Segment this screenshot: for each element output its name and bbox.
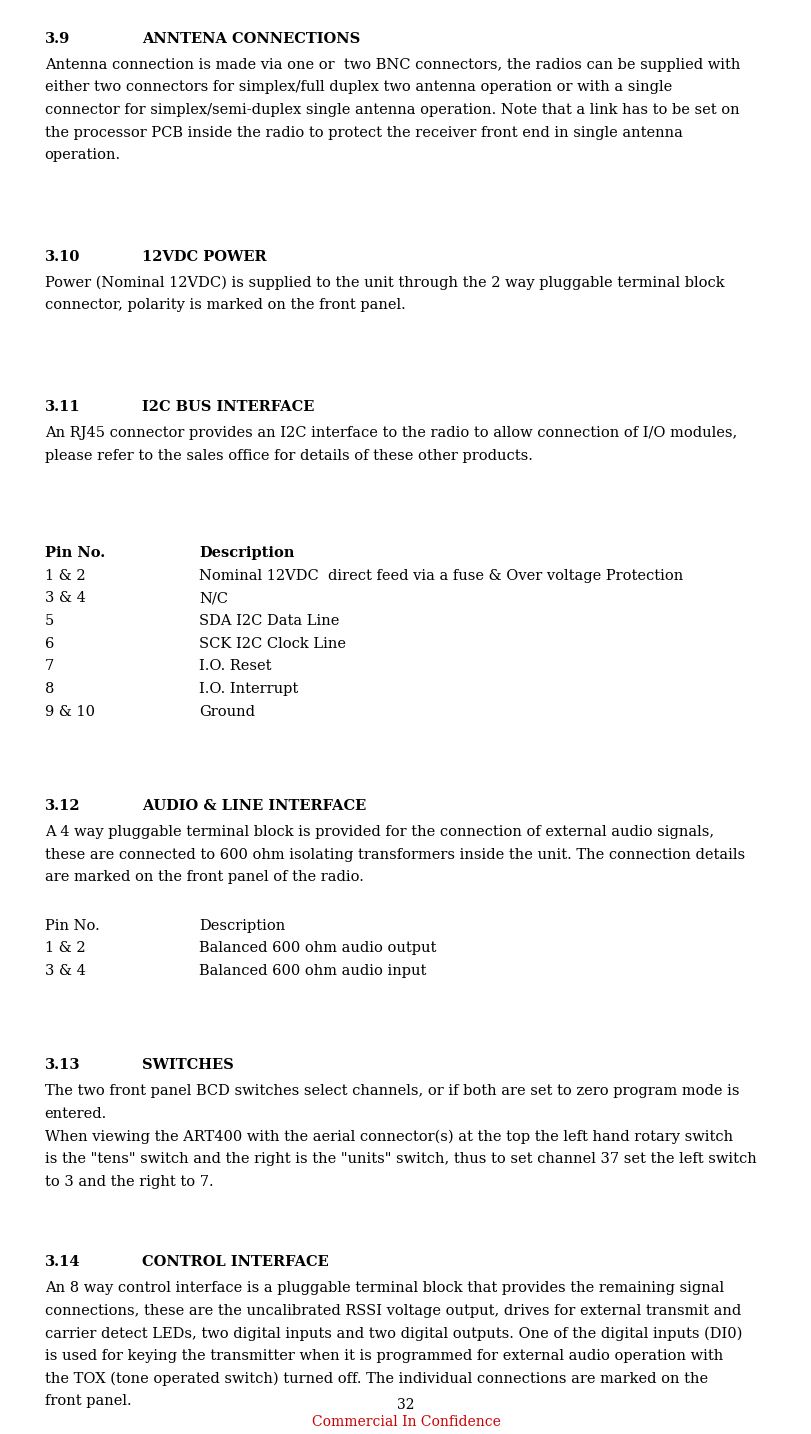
Text: Description: Description	[199, 546, 294, 559]
Text: Pin No.: Pin No.	[45, 546, 105, 559]
Text: 3.9: 3.9	[45, 32, 70, 46]
Text: When viewing the ART400 with the aerial connector(s) at the top the left hand ro: When viewing the ART400 with the aerial …	[45, 1130, 732, 1144]
Text: are marked on the front panel of the radio.: are marked on the front panel of the rad…	[45, 870, 363, 885]
Text: 3 & 4: 3 & 4	[45, 964, 85, 978]
Text: 3.12: 3.12	[45, 799, 80, 813]
Text: 32: 32	[397, 1398, 414, 1412]
Text: either two connectors for simplex/full duplex two antenna operation or with a si: either two connectors for simplex/full d…	[45, 80, 671, 95]
Text: CONTROL INTERFACE: CONTROL INTERFACE	[142, 1255, 328, 1269]
Text: is used for keying the transmitter when it is programmed for external audio oper: is used for keying the transmitter when …	[45, 1349, 722, 1364]
Text: I2C BUS INTERFACE: I2C BUS INTERFACE	[142, 400, 314, 414]
Text: 6: 6	[45, 637, 54, 651]
Text: I.O. Interrupt: I.O. Interrupt	[199, 683, 298, 695]
Text: 12VDC POWER: 12VDC POWER	[142, 250, 266, 264]
Text: connector for simplex/semi-duplex single antenna operation. Note that a link has: connector for simplex/semi-duplex single…	[45, 103, 738, 118]
Text: N/C: N/C	[199, 591, 228, 605]
Text: connector, polarity is marked on the front panel.: connector, polarity is marked on the fro…	[45, 298, 405, 313]
Text: to 3 and the right to 7.: to 3 and the right to 7.	[45, 1174, 213, 1189]
Text: these are connected to 600 ohm isolating transformers inside the unit. The conne: these are connected to 600 ohm isolating…	[45, 847, 744, 862]
Text: entered.: entered.	[45, 1107, 107, 1121]
Text: the TOX (tone operated switch) turned off. The individual connections are marked: the TOX (tone operated switch) turned of…	[45, 1372, 707, 1387]
Text: Ground: Ground	[199, 704, 255, 718]
Text: The two front panel BCD switches select channels, or if both are set to zero pro: The two front panel BCD switches select …	[45, 1084, 738, 1098]
Text: An RJ45 connector provides an I2C interface to the radio to allow connection of : An RJ45 connector provides an I2C interf…	[45, 426, 736, 440]
Text: is the "tens" switch and the right is the "units" switch, thus to set channel 37: is the "tens" switch and the right is th…	[45, 1153, 756, 1166]
Text: Balanced 600 ohm audio output: Balanced 600 ohm audio output	[199, 941, 436, 955]
Text: SWITCHES: SWITCHES	[142, 1058, 234, 1073]
Text: Pin No.: Pin No.	[45, 919, 99, 932]
Text: 3.14: 3.14	[45, 1255, 80, 1269]
Text: 1 & 2: 1 & 2	[45, 941, 85, 955]
Text: An 8 way control interface is a pluggable terminal block that provides the remai: An 8 way control interface is a pluggabl…	[45, 1281, 723, 1295]
Text: Description: Description	[199, 919, 285, 932]
Text: please refer to the sales office for details of these other products.: please refer to the sales office for det…	[45, 449, 532, 463]
Text: 9 & 10: 9 & 10	[45, 704, 95, 718]
Text: carrier detect LEDs, two digital inputs and two digital outputs. One of the digi: carrier detect LEDs, two digital inputs …	[45, 1326, 741, 1341]
Text: 3.10: 3.10	[45, 250, 80, 264]
Text: 3.13: 3.13	[45, 1058, 80, 1073]
Text: 1 & 2: 1 & 2	[45, 569, 85, 582]
Text: 3 & 4: 3 & 4	[45, 591, 85, 605]
Text: the processor PCB inside the radio to protect the receiver front end in single a: the processor PCB inside the radio to pr…	[45, 126, 682, 139]
Text: 7: 7	[45, 660, 54, 673]
Text: front panel.: front panel.	[45, 1394, 131, 1408]
Text: 5: 5	[45, 614, 54, 628]
Text: Nominal 12VDC  direct feed via a fuse & Over voltage Protection: Nominal 12VDC direct feed via a fuse & O…	[199, 569, 682, 582]
Text: connections, these are the uncalibrated RSSI voltage output, drives for external: connections, these are the uncalibrated …	[45, 1304, 740, 1318]
Text: Power (Nominal 12VDC) is supplied to the unit through the 2 way pluggable termin: Power (Nominal 12VDC) is supplied to the…	[45, 275, 723, 290]
Text: A 4 way pluggable terminal block is provided for the connection of external audi: A 4 way pluggable terminal block is prov…	[45, 825, 713, 839]
Text: Antenna connection is made via one or  two BNC connectors, the radios can be sup: Antenna connection is made via one or tw…	[45, 57, 739, 72]
Text: SCK I2C Clock Line: SCK I2C Clock Line	[199, 637, 345, 651]
Text: Balanced 600 ohm audio input: Balanced 600 ohm audio input	[199, 964, 426, 978]
Text: ANNTENA CONNECTIONS: ANNTENA CONNECTIONS	[142, 32, 360, 46]
Text: I.O. Reset: I.O. Reset	[199, 660, 271, 673]
Text: AUDIO & LINE INTERFACE: AUDIO & LINE INTERFACE	[142, 799, 366, 813]
Text: 3.11: 3.11	[45, 400, 80, 414]
Text: Commercial In Confidence: Commercial In Confidence	[311, 1415, 500, 1430]
Text: SDA I2C Data Line: SDA I2C Data Line	[199, 614, 339, 628]
Text: 8: 8	[45, 683, 54, 695]
Text: operation.: operation.	[45, 148, 121, 162]
